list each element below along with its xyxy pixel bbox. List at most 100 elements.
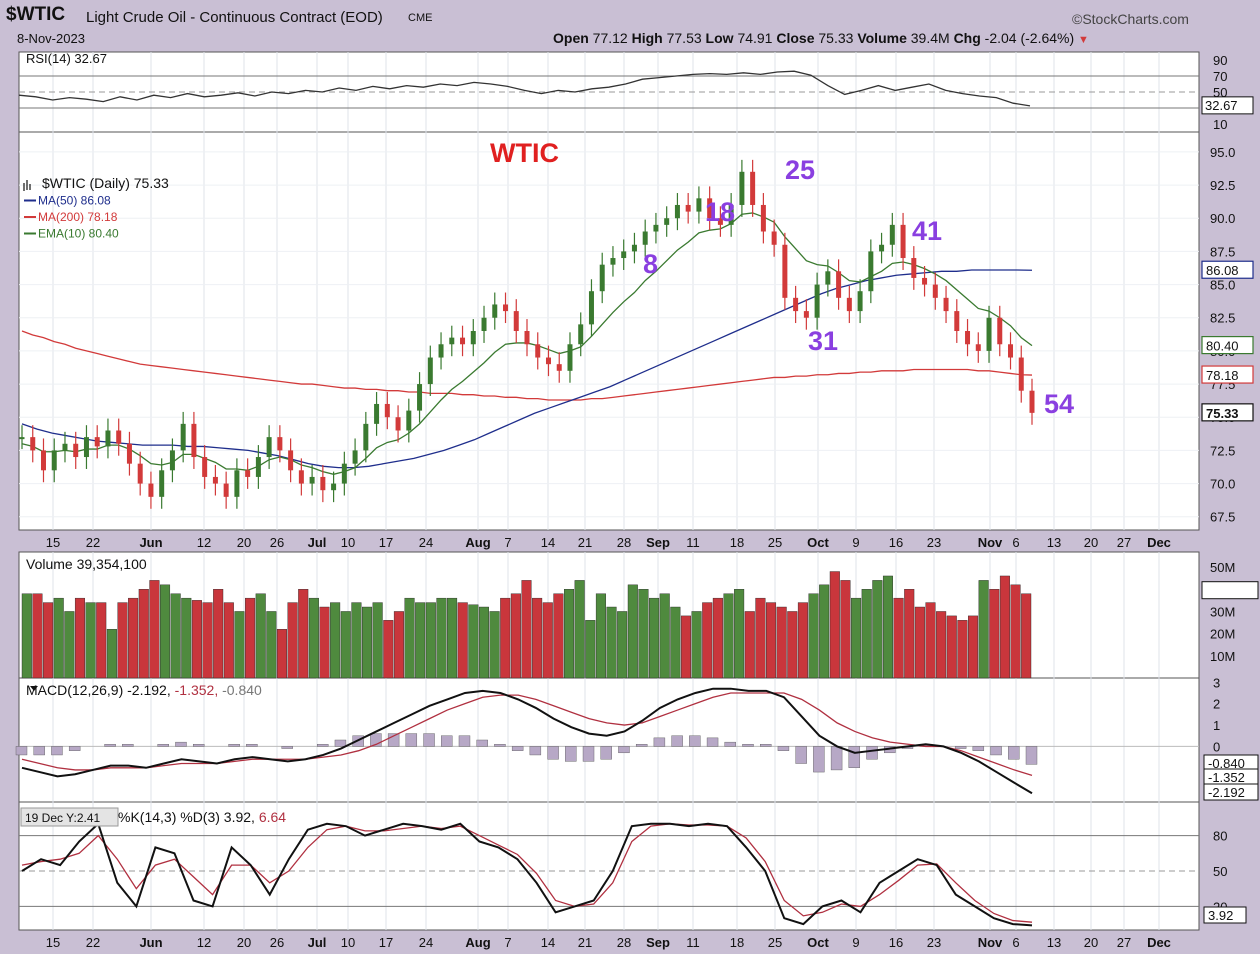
x-tick-label: Sep <box>646 535 670 550</box>
macd-histogram-bar <box>866 746 878 760</box>
x-tick-label: 27 <box>1117 535 1131 550</box>
count-annotation: 8 <box>643 249 658 279</box>
macd-histogram-bar <box>706 737 719 747</box>
macd-dropdown-icon <box>30 686 38 691</box>
macd-histogram-bar <box>175 741 187 747</box>
volume-bar <box>882 575 893 679</box>
x-tick-label: 16 <box>889 535 903 550</box>
volume-bar <box>160 584 171 679</box>
x-tick-label: 28 <box>617 535 631 550</box>
stoch-legend: %K(14,3) %D(3) 3.92, 6.64 <box>118 809 286 825</box>
price-bar-body <box>481 317 487 331</box>
x-tick-label: Jul <box>308 535 327 550</box>
x-tick-label: 20 <box>1084 935 1098 950</box>
macd-histogram-bar <box>104 744 116 747</box>
volume-bar <box>128 597 139 679</box>
exchange-label: CME <box>408 12 433 24</box>
volume-bar <box>776 606 787 679</box>
volume-bar <box>404 597 415 679</box>
price-legend-item: MA(200) 78.18 <box>38 210 118 224</box>
price-legend-item: MA(50) 86.08 <box>38 194 111 208</box>
volume-bar <box>702 602 713 679</box>
bar-chart-icon <box>23 180 31 191</box>
panel-sto <box>18 801 1200 931</box>
stoch-d-line <box>21 823 1033 923</box>
volume-tag-box <box>1201 581 1259 600</box>
macd-histogram-bar <box>635 744 648 747</box>
macd-signal-line <box>21 692 1033 776</box>
macd-histogram-bar <box>954 746 967 749</box>
price-bar-body <box>750 171 756 205</box>
volume-bar <box>181 597 192 679</box>
x-tick-label: 25 <box>768 535 782 550</box>
x-tick-label: Sep <box>646 935 670 950</box>
price-bar-body <box>331 483 337 491</box>
x-tick-label: Aug <box>465 935 490 950</box>
price-tag: 80.40 <box>1206 339 1239 354</box>
volume-bar <box>85 602 96 679</box>
price-bar-body <box>105 430 111 447</box>
price-bar-body <box>846 297 852 312</box>
volume-bar <box>21 593 32 679</box>
macd-histogram-bar <box>15 746 28 756</box>
x-tick-label: 20 <box>237 935 251 950</box>
price-tag-box <box>1201 260 1254 279</box>
price-bar-body <box>545 357 551 365</box>
price-bar-body <box>642 231 648 245</box>
wtic-overlay-title: WTIC <box>490 138 559 168</box>
macd-histogram-bar <box>565 746 577 762</box>
macd-histogram-bar <box>653 737 666 747</box>
price-bar-body <box>460 337 466 345</box>
price-tag: 86.08 <box>1206 263 1239 278</box>
price-bar-body <box>965 331 971 345</box>
volume-bar <box>489 611 500 679</box>
x-tick-label: 23 <box>927 935 941 950</box>
price-bar-body <box>513 311 519 331</box>
x-tick-label: 26 <box>270 535 284 550</box>
volume-bar <box>457 602 468 679</box>
macd-histogram-bar <box>972 746 985 751</box>
chg-label: Chg <box>953 30 981 46</box>
price-bar-body <box>126 443 132 464</box>
x-tick-label: 22 <box>86 535 100 550</box>
volume-bar <box>957 620 968 679</box>
price-bar-body <box>309 476 315 484</box>
volume-bar <box>234 611 245 679</box>
volume-bar <box>287 602 298 679</box>
price-bar-body <box>212 476 218 484</box>
volume-bar <box>330 602 341 679</box>
x-tick-label: 20 <box>237 535 251 550</box>
macd-histogram-bar <box>387 733 400 747</box>
x-tick-label: 20 <box>1084 535 1098 550</box>
price-bar-body <box>191 423 197 458</box>
price-tag: 75.33 <box>1206 406 1239 421</box>
stoch-tooltip: 19 Dec Y:2.41 <box>25 811 100 825</box>
volume-bar <box>170 593 181 679</box>
volume-bar <box>542 602 553 679</box>
price-bar-body <box>793 297 799 312</box>
macd-histogram-bar <box>370 733 382 747</box>
macd-histogram-bar <box>51 746 63 756</box>
x-tick-label: 12 <box>197 935 211 950</box>
ma200-line <box>21 330 1033 401</box>
price-bar-body <box>943 297 949 312</box>
volume-bar <box>829 571 840 679</box>
volume-bar <box>574 580 585 679</box>
volume-bar <box>755 597 766 679</box>
stoch-y-tick: 80 <box>1213 829 1227 844</box>
price-bar-body <box>1029 390 1035 413</box>
macd-histogram-bar <box>423 733 435 747</box>
price-y-tick: 87.5 <box>1210 244 1235 259</box>
price-y-tick: 70.0 <box>1210 477 1235 492</box>
price-bar-body <box>116 430 122 444</box>
macd-histogram-bar <box>671 735 683 747</box>
volume-bar <box>245 597 256 679</box>
price-y-tick: 95.0 <box>1210 145 1235 160</box>
macd-histogram-bar <box>830 746 843 771</box>
volume-label: Volume <box>857 30 907 46</box>
macd-histogram-bar <box>405 733 418 747</box>
volume-bar <box>64 611 75 679</box>
tooltip-box <box>20 807 119 827</box>
volume-legend: Volume 39,354,100 <box>26 556 147 572</box>
price-bar-body <box>621 251 627 259</box>
